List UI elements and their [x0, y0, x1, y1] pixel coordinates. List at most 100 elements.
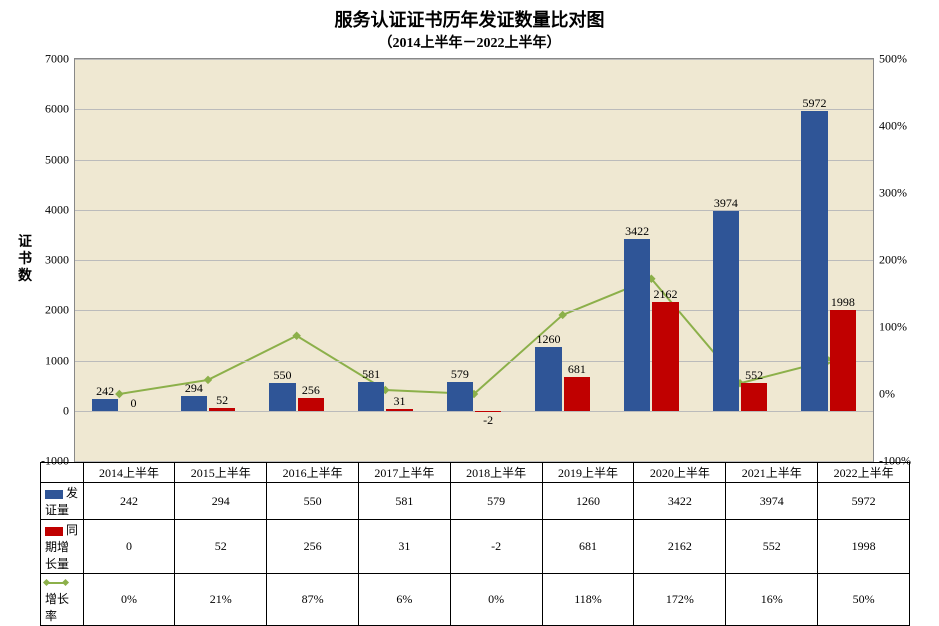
table-row: 同期增长量05225631-268121625521998	[41, 520, 910, 574]
issued-bar	[447, 382, 474, 411]
issued-bar	[181, 396, 208, 411]
data-cell: 2015上半年	[175, 463, 267, 483]
data-cell: 21%	[175, 574, 267, 626]
issued-bar	[624, 239, 651, 411]
data-cell: 1260	[542, 483, 634, 520]
growth-bar	[830, 310, 857, 410]
grid-line	[75, 361, 873, 362]
legend-cell: 同期增长量	[41, 520, 84, 574]
grid-line	[75, 109, 873, 110]
bar-value-label: 1260	[536, 332, 560, 347]
data-cell: 50%	[818, 574, 910, 626]
data-cell: 2017上半年	[358, 463, 450, 483]
legend-cell	[41, 463, 84, 483]
y-left-tick-label: 5000	[45, 152, 75, 167]
growth-bar	[209, 408, 236, 411]
y-right-tick-label: 0%	[873, 387, 895, 402]
data-cell: 31	[358, 520, 450, 574]
y-left-tick-label: 7000	[45, 52, 75, 67]
chart-title: 服务认证证书历年发证数量比对图	[0, 0, 939, 32]
y-right-tick-label: 300%	[873, 186, 907, 201]
data-cell: 581	[358, 483, 450, 520]
data-cell: 2016上半年	[267, 463, 359, 483]
data-cell: -2	[450, 520, 542, 574]
issued-bar	[92, 399, 119, 411]
data-cell: 294	[175, 483, 267, 520]
bar-value-label: 3974	[714, 196, 738, 211]
bar-value-label: 242	[96, 384, 114, 399]
bar-value-label: 3422	[625, 224, 649, 239]
data-cell: 6%	[358, 574, 450, 626]
bar-value-label: 2162	[654, 287, 678, 302]
data-cell: 3974	[726, 483, 818, 520]
y-left-tick-label: 2000	[45, 303, 75, 318]
growth-bar	[298, 398, 325, 411]
data-cell: 2018上半年	[450, 463, 542, 483]
data-cell: 2022上半年	[818, 463, 910, 483]
data-cell: 2014上半年	[83, 463, 175, 483]
y-left-tick-label: 6000	[45, 102, 75, 117]
grid-line	[75, 160, 873, 161]
data-cell: 5972	[818, 483, 910, 520]
growth-bar	[386, 409, 413, 411]
data-cell: 242	[83, 483, 175, 520]
bar-value-label: 52	[216, 393, 228, 408]
bar-value-label: 0	[131, 396, 137, 411]
data-cell: 552	[726, 520, 818, 574]
legend-cell: .line-swatch::before,.line-swatch::after…	[41, 574, 84, 626]
issued-bar	[269, 383, 296, 411]
issued-bar	[801, 111, 828, 411]
data-cell: 0%	[83, 574, 175, 626]
data-cell: 118%	[542, 574, 634, 626]
table-header-row: 2014上半年2015上半年2016上半年2017上半年2018上半年2019上…	[41, 463, 910, 483]
bar-value-label: 579	[451, 367, 469, 382]
grid-line	[75, 59, 873, 60]
y-left-tick-label: 1000	[45, 353, 75, 368]
table-row: 发证量2422945505815791260342239745972	[41, 483, 910, 520]
growth-bar	[652, 302, 679, 411]
bar-value-label: 581	[362, 367, 380, 382]
y-right-tick-label: 200%	[873, 253, 907, 268]
data-cell: 172%	[634, 574, 726, 626]
growth-bar	[564, 377, 591, 411]
data-cell: 52	[175, 520, 267, 574]
issued-bar	[713, 211, 740, 411]
bar-value-label: 1998	[831, 295, 855, 310]
data-cell: 550	[267, 483, 359, 520]
data-cell: 2019上半年	[542, 463, 634, 483]
y-right-tick-label: 500%	[873, 52, 907, 67]
chart-subtitle: （2014上半年－2022上半年）	[0, 32, 939, 52]
legend-cell: 发证量	[41, 483, 84, 520]
bar-value-label: 5972	[802, 96, 826, 111]
bar-value-label: 681	[568, 362, 586, 377]
issued-bar	[358, 382, 385, 411]
bar-value-label: 552	[745, 368, 763, 383]
y-left-axis-title: 证书数	[18, 235, 32, 285]
data-cell: 0%	[450, 574, 542, 626]
grid-line	[75, 260, 873, 261]
growth-bar	[741, 383, 768, 411]
data-cell: 2162	[634, 520, 726, 574]
data-cell: 0	[83, 520, 175, 574]
data-cell: 87%	[267, 574, 359, 626]
data-table: 2014上半年2015上半年2016上半年2017上半年2018上半年2019上…	[40, 462, 910, 626]
y-left-tick-label: 4000	[45, 202, 75, 217]
plot-area: -100001000200030004000500060007000-100%0…	[74, 58, 874, 462]
bar-value-label: 256	[302, 383, 320, 398]
data-cell: 16%	[726, 574, 818, 626]
data-cell: 579	[450, 483, 542, 520]
grid-line	[75, 411, 873, 412]
y-right-tick-label: 100%	[873, 320, 907, 335]
data-cell: 256	[267, 520, 359, 574]
y-right-tick-label: 400%	[873, 119, 907, 134]
data-cell: 681	[542, 520, 634, 574]
data-cell: 1998	[818, 520, 910, 574]
bar-value-label: -2	[483, 413, 493, 428]
bar-value-label: 550	[273, 368, 291, 383]
grid-line	[75, 310, 873, 311]
y-left-tick-label: 3000	[45, 253, 75, 268]
issued-bar	[535, 347, 562, 410]
grid-line	[75, 210, 873, 211]
data-cell: 3422	[634, 483, 726, 520]
chart-container: 服务认证证书历年发证数量比对图 （2014上半年－2022上半年） 证书数 -1…	[0, 0, 939, 545]
